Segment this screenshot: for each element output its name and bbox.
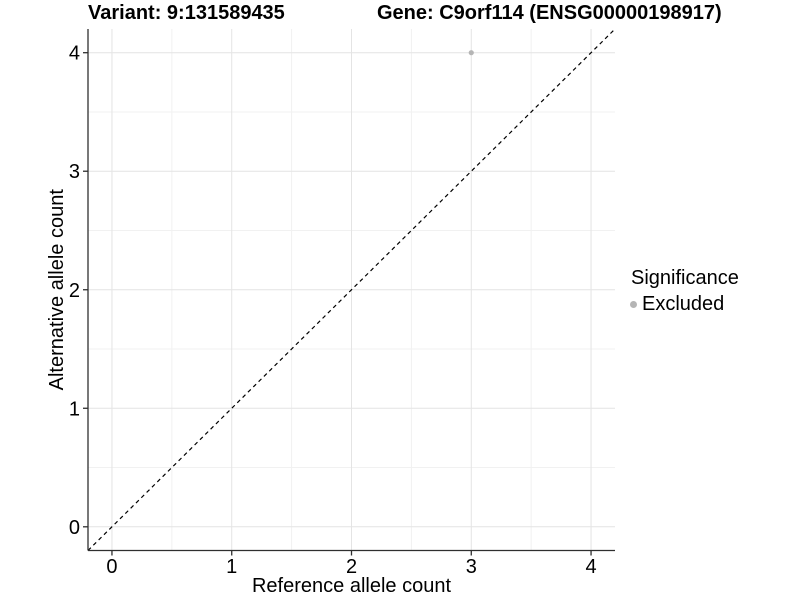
x-axis-title: Reference allele count [252, 575, 451, 597]
x-axis-tick-label: 1 [226, 556, 237, 578]
identity-reference-line [87, 28, 616, 551]
legend-entry-excluded: Excluded [629, 294, 739, 314]
gene-title: Gene: C9orf114 (ENSG00000198917) [377, 2, 722, 24]
y-axis-title: Alternative allele count [46, 189, 68, 391]
x-axis-tick-label: 2 [346, 556, 357, 578]
data-point [468, 50, 474, 56]
legend: Significance Excluded [629, 266, 739, 314]
y-axis-tick-label: 2 [69, 280, 80, 302]
legend-entry-label: Excluded [642, 293, 725, 315]
legend-title: Significance [631, 267, 739, 289]
y-axis-tick-label: 1 [69, 398, 80, 420]
excluded-point-swatch-icon [630, 300, 637, 308]
y-axis-tick-label: 4 [69, 43, 80, 65]
variant-title: Variant: 9:131589435 [88, 2, 285, 24]
x-axis-tick-label: 0 [106, 556, 117, 578]
y-axis-tick-label: 0 [69, 517, 80, 539]
y-axis-tick-label: 3 [69, 161, 80, 183]
x-axis-tick-label: 3 [466, 556, 477, 578]
x-axis-tick-label: 4 [585, 556, 596, 578]
